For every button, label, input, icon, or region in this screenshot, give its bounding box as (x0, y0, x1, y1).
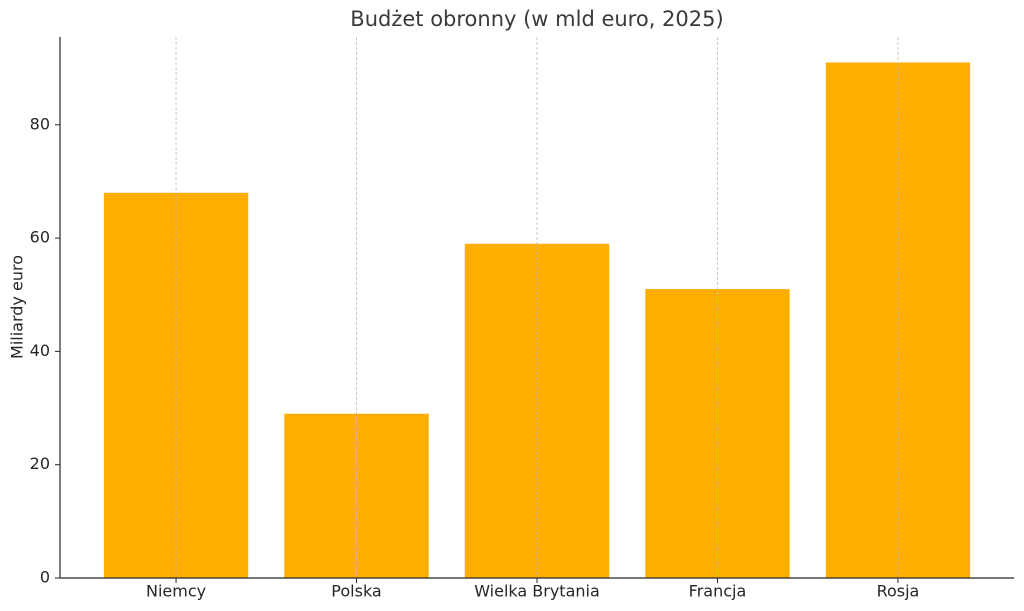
x-tick-label: Rosja (877, 582, 920, 601)
x-tick-label: Polska (331, 582, 381, 601)
y-tick-label: 60 (30, 228, 50, 247)
y-tick-label: 0 (40, 568, 50, 587)
y-tick-label: 20 (30, 454, 50, 473)
y-tick-label: 80 (30, 114, 50, 133)
bar (284, 413, 429, 578)
y-tick-label: 40 (30, 341, 50, 360)
x-tick-label: Niemcy (146, 582, 206, 601)
bar (103, 192, 249, 578)
chart-title: Budżet obronny (w mld euro, 2025) (350, 7, 723, 31)
y-axis-label: Miliardy euro (8, 255, 27, 359)
x-tick-label: Wielka Brytania (474, 582, 600, 601)
x-tick-label: Francja (689, 582, 747, 601)
